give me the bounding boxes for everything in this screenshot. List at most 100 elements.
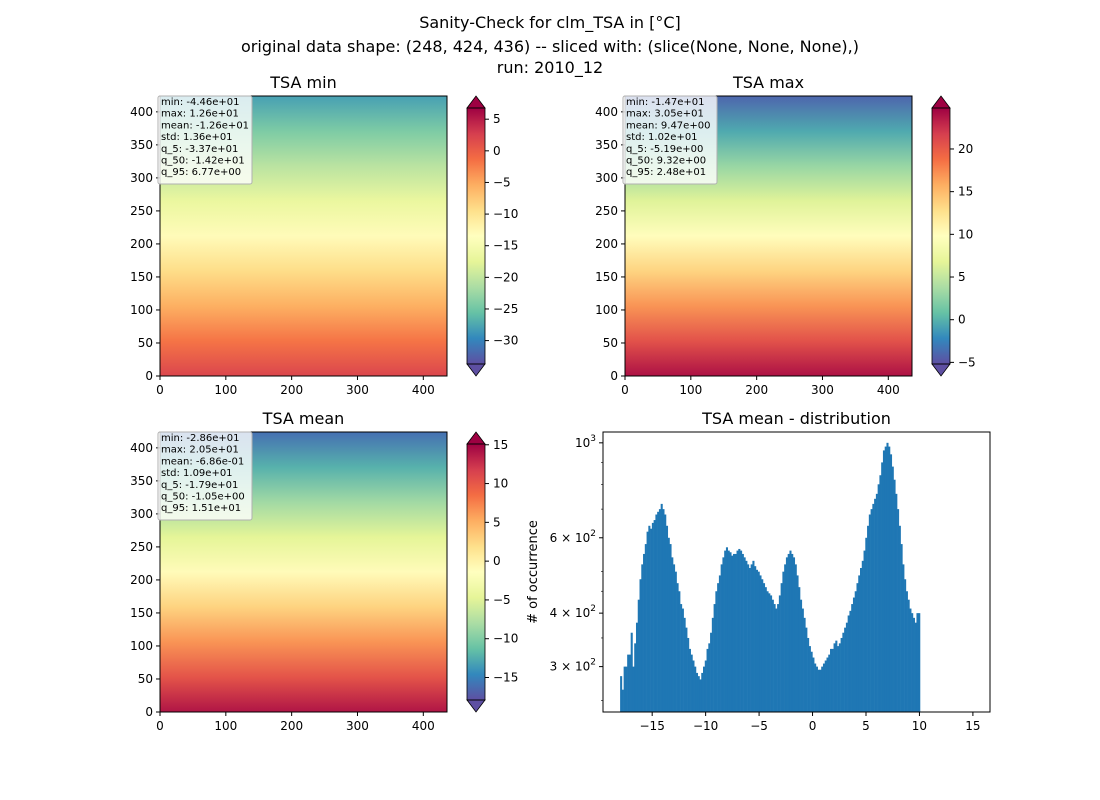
stats-line: mean: -6.86e-01 (161, 456, 244, 467)
histogram-bar (898, 525, 901, 712)
axes-frame (159, 431, 448, 713)
colorbar-tick-label: 10 (493, 477, 508, 491)
panel-title: TSA min (269, 73, 336, 92)
figure-title-line-1: Sanity-Check for clm_TSA in [°C] (419, 13, 681, 32)
histogram-bar (854, 591, 857, 712)
x-tick-label: 100 (679, 383, 702, 397)
histogram-bar (810, 651, 813, 712)
colorbar-extend-min (466, 363, 486, 377)
histogram-bar (720, 564, 723, 712)
histogram-bar (660, 503, 663, 712)
histogram-bar (748, 567, 751, 712)
x-tick-label: −15 (640, 719, 665, 733)
y-tick-label: 100 (130, 303, 153, 317)
stats-line: q_95: 1.51e+01 (161, 503, 241, 514)
histogram-bar (722, 557, 725, 712)
histogram-bar (886, 442, 889, 712)
histogram-bar (773, 604, 776, 712)
histogram-bar (812, 657, 815, 712)
x-tick-label: 0 (621, 383, 629, 397)
histogram-bar (740, 550, 743, 712)
histogram-bar (916, 613, 919, 712)
histogram-bar (676, 583, 679, 712)
stats-line: mean: -1.26e+01 (161, 120, 249, 131)
histogram-bar (643, 553, 646, 712)
histogram-bar (754, 566, 757, 712)
histogram-bar (904, 579, 907, 712)
histogram-bar (623, 666, 626, 712)
stats-line: q_50: 9.32e+00 (626, 156, 706, 167)
colorbar-tick-label: 20 (958, 142, 973, 156)
histogram-bar (768, 593, 771, 712)
histogram-bar (755, 569, 758, 712)
histogram-bar (681, 608, 684, 712)
histogram-bar (794, 564, 797, 712)
histogram-bar (879, 475, 882, 712)
stats-box (157, 95, 253, 185)
y-tick-label: 150 (130, 606, 153, 620)
stats-line: q_50: -1.42e+01 (161, 156, 245, 167)
histogram-bar (872, 503, 875, 712)
x-tick-label: 400 (877, 383, 900, 397)
histogram-bar (706, 648, 709, 712)
histogram-bar (785, 557, 788, 712)
histogram-bar (646, 531, 649, 712)
histogram-bar (694, 666, 697, 712)
colorbar-tick-label: −30 (493, 334, 518, 348)
colorbar-tick-label: 15 (493, 438, 508, 452)
histogram-bar (858, 575, 861, 712)
histogram-bars (620, 442, 921, 712)
histogram-bar (630, 632, 633, 712)
histogram-bar (911, 613, 914, 712)
histogram-bar (815, 666, 818, 712)
histogram-bar (835, 640, 838, 712)
y-tick-label: 200 (595, 237, 618, 251)
histogram-bar (771, 599, 774, 712)
y-tick-label: 103 (575, 434, 596, 450)
x-tick-label: 200 (745, 383, 768, 397)
colorbar (467, 108, 485, 364)
histogram-bar (803, 617, 806, 712)
histogram-bar (912, 617, 915, 712)
histogram-bar (644, 544, 647, 712)
histogram-bar (747, 564, 750, 712)
colorbar-tick-label: 0 (493, 554, 501, 568)
colorbar-tick-label: −15 (493, 239, 518, 253)
y-tick-label: 50 (138, 672, 153, 686)
stats-line: std: 1.09e+01 (161, 468, 233, 479)
histogram-bar (830, 648, 833, 712)
x-tick-label: 5 (862, 719, 870, 733)
colorbar-tick-label: −5 (493, 593, 511, 607)
histogram-bar (625, 666, 628, 712)
histogram-bar (900, 544, 903, 712)
colorbar (932, 108, 950, 364)
histogram-bar (764, 587, 767, 712)
histogram-bar (671, 557, 674, 712)
histogram-bar (761, 579, 764, 712)
colorbar-frame (931, 107, 951, 365)
histogram-bar (822, 663, 826, 712)
histogram-bar (868, 514, 871, 712)
histogram-bar (801, 608, 804, 712)
histogram-bar (731, 555, 734, 712)
y-tick-label: 50 (603, 336, 618, 350)
histogram-bar (902, 564, 905, 712)
histogram-bar (800, 599, 803, 712)
histogram-bar (678, 591, 681, 712)
histogram-bar (648, 525, 651, 712)
histogram-bar (718, 575, 721, 712)
histogram-bar (905, 591, 908, 712)
colorbar-tick-label: 0 (958, 313, 966, 327)
histogram-bar (651, 522, 654, 712)
colorbar-tick-label: 5 (958, 270, 966, 284)
histogram-bar (882, 450, 885, 712)
stats-line: min: -1.47e+01 (626, 97, 705, 108)
histogram-bar (852, 597, 856, 712)
histogram-bar (789, 550, 792, 712)
colorbar-frame (466, 107, 486, 365)
histogram-bar (752, 560, 755, 712)
y-tick-label: 0 (145, 369, 153, 383)
histogram-bar (759, 575, 762, 712)
colorbar (467, 444, 485, 700)
histogram-bar (727, 550, 730, 712)
